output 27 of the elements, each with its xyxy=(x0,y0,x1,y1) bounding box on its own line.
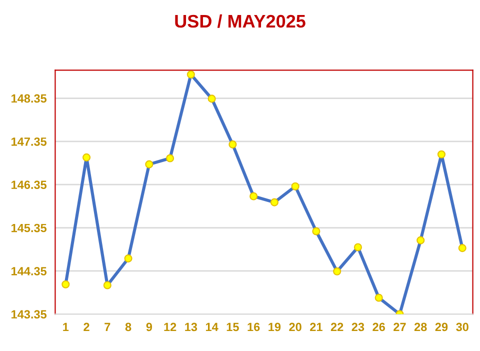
chart-title: USD / MAY2025 xyxy=(175,14,306,28)
y-tick-label: 146.35 xyxy=(12,180,47,190)
x-tick-label: 15 xyxy=(226,322,239,332)
x-tick-label: 28 xyxy=(414,322,427,332)
x-tick-label: 30 xyxy=(456,322,468,332)
x-tick-label: 1 xyxy=(63,322,69,332)
x-tick-label: 16 xyxy=(248,322,260,332)
x-tick-label: 21 xyxy=(310,322,322,332)
x-tick-label: 13 xyxy=(185,322,198,332)
y-tick-label: 143.35 xyxy=(12,310,47,319)
y-tick-label: 145.35 xyxy=(12,224,47,232)
x-tick-label: 22 xyxy=(330,322,344,332)
x-tick-label: 12 xyxy=(164,322,176,332)
x-tick-label: 14 xyxy=(206,322,218,332)
x-tick-label: 2 xyxy=(84,322,90,332)
x-tick-label: 19 xyxy=(268,322,281,332)
y-tick-label: 148.35 xyxy=(12,94,47,103)
x-tick-label: 23 xyxy=(352,322,364,332)
x-tick-label: 8 xyxy=(125,322,132,332)
x-tick-label: 27 xyxy=(394,322,406,332)
x-tick-label: 20 xyxy=(289,322,302,332)
x-tick-label: 9 xyxy=(146,322,152,332)
y-tick-label: 147.35 xyxy=(12,137,47,146)
x-tick-label: 7 xyxy=(104,322,110,332)
y-tick-label: 144.35 xyxy=(12,267,47,276)
x-tick-label: 26 xyxy=(372,322,385,332)
x-tick-label: 29 xyxy=(435,322,448,332)
